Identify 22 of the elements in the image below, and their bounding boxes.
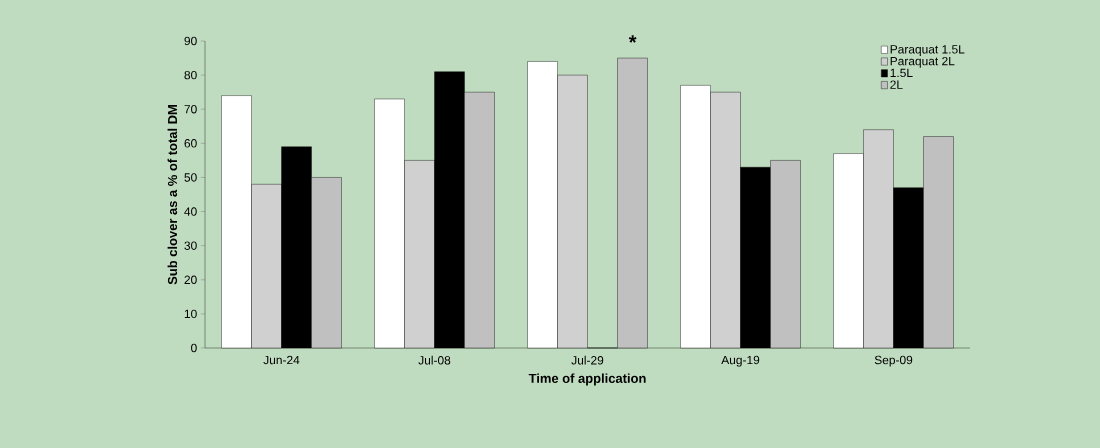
legend-label: Paraquat 1.5L: [890, 45, 965, 56]
legend-label: 2L: [890, 80, 903, 89]
x-axis-title: Time of application: [528, 373, 646, 386]
y-tick-label: 60: [184, 139, 197, 148]
y-tick-label: 90: [184, 36, 197, 46]
legend-label: 1.5L: [890, 68, 913, 78]
y-axis-title: Sub clover as a % of total DM: [167, 105, 178, 285]
legend-label: Paraquat 2L: [890, 56, 955, 68]
y-tick-label: 10: [184, 309, 197, 319]
y-tick-label: 30: [184, 241, 197, 250]
annotation: *: [628, 35, 637, 43]
x-tick-label: Jun-24: [263, 355, 300, 365]
y-tick-label: 0: [191, 343, 197, 353]
x-tick-label: Sep-09: [874, 355, 913, 367]
x-tick-label: Jul-29: [571, 355, 604, 365]
y-tick-label: 70: [184, 105, 197, 114]
x-tick-label: Aug-19: [721, 355, 760, 367]
y-tick-label: 50: [184, 173, 197, 182]
y-tick-label: 20: [184, 275, 197, 284]
x-tick-label: Jul-08: [418, 355, 451, 365]
y-tick-label: 80: [184, 70, 197, 80]
y-tick-label: 40: [184, 207, 197, 216]
